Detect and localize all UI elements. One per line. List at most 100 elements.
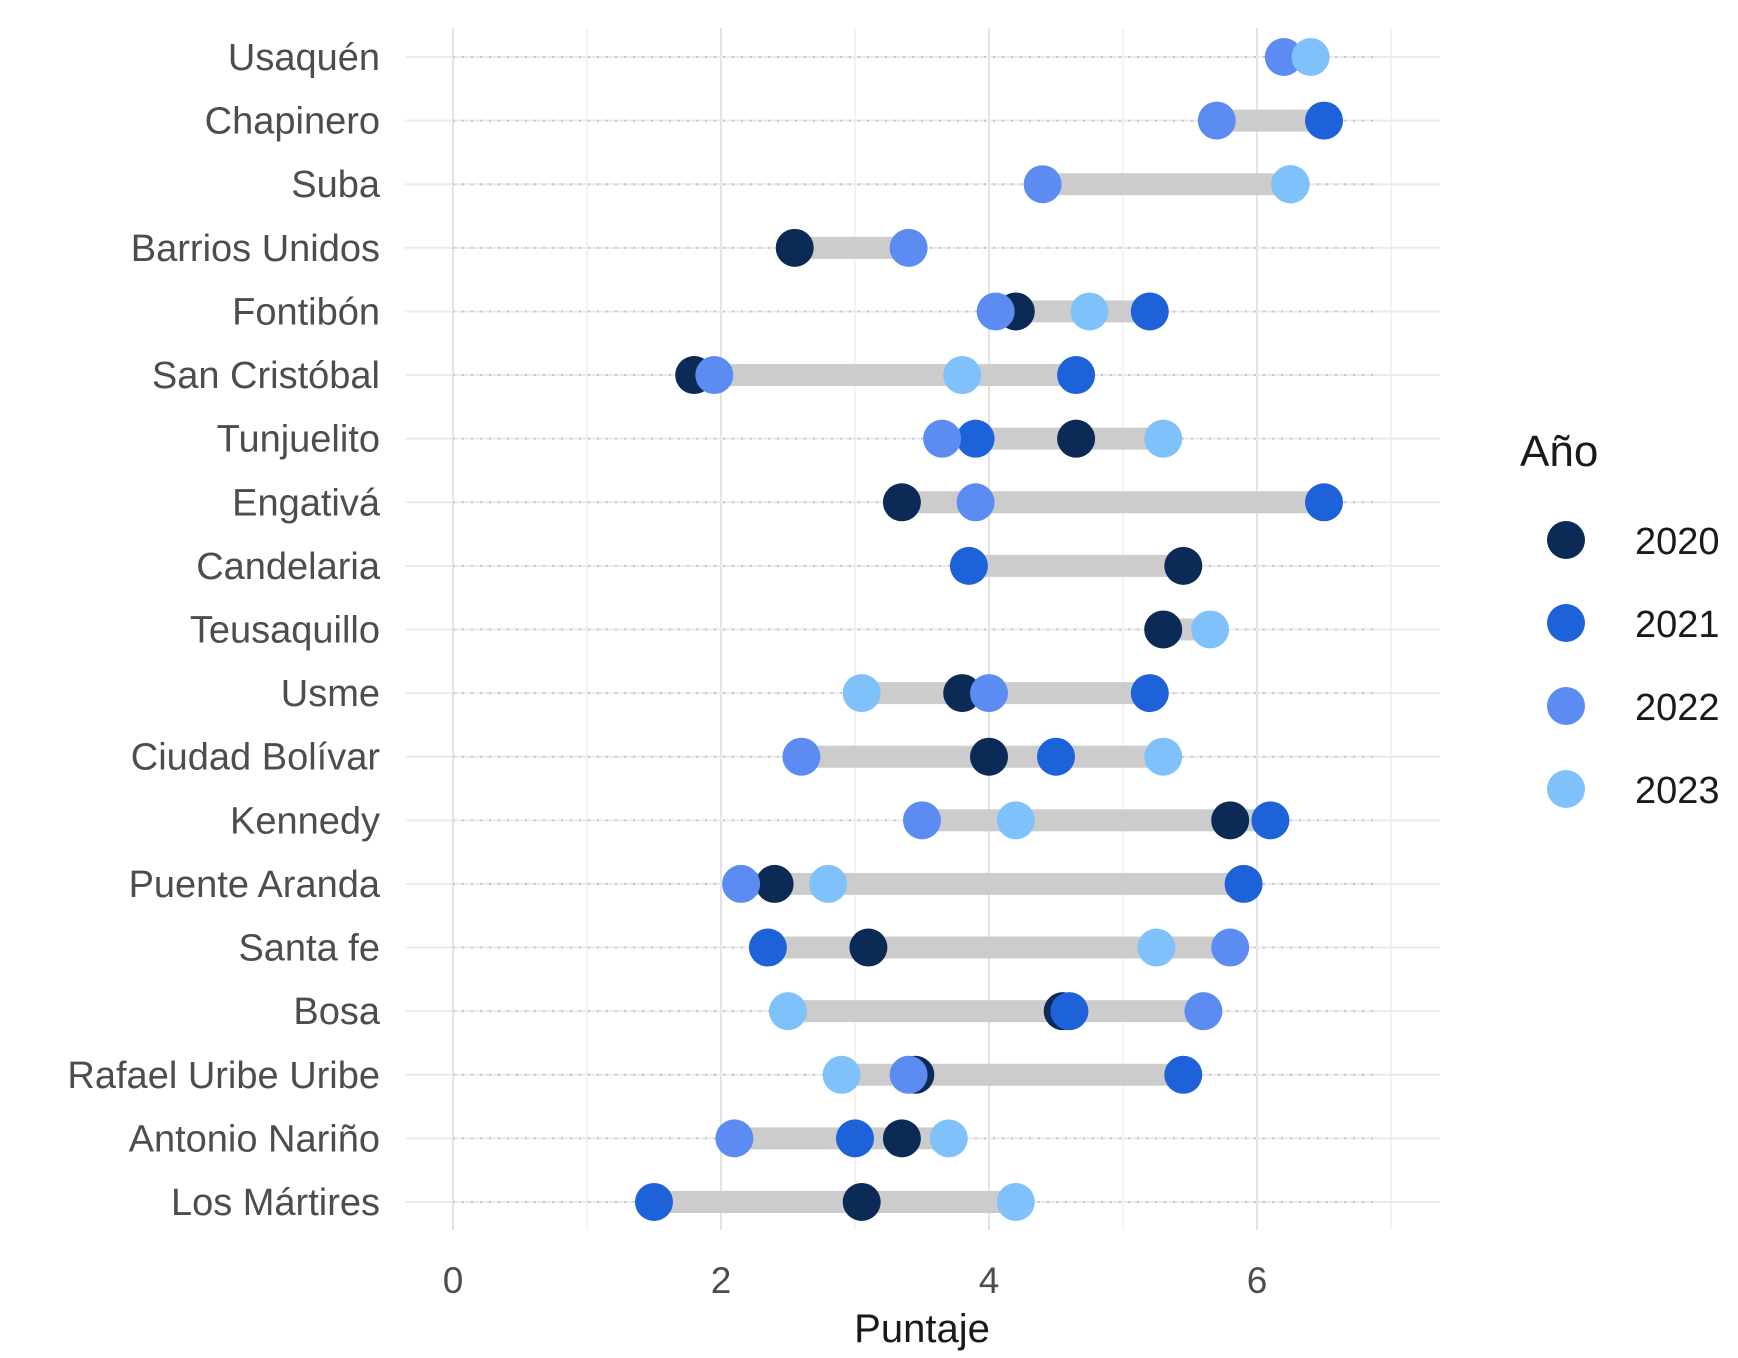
point-2023 bbox=[996, 801, 1035, 840]
point-2021 bbox=[1164, 1055, 1203, 1094]
range-bar bbox=[1042, 173, 1291, 196]
legend-key-2022 bbox=[1547, 687, 1585, 725]
point-2022 bbox=[715, 1119, 754, 1158]
category-label: Antonio Nariño bbox=[129, 1118, 380, 1160]
category-label: Los Mártires bbox=[171, 1182, 380, 1224]
point-2022 bbox=[782, 737, 821, 776]
category-label: Teusaquillo bbox=[190, 609, 380, 651]
point-2020 bbox=[882, 483, 921, 522]
point-2022 bbox=[956, 483, 995, 522]
point-2021 bbox=[635, 1182, 673, 1221]
point-2023 bbox=[1137, 928, 1176, 967]
point-2020 bbox=[755, 864, 794, 903]
point-2021 bbox=[949, 546, 988, 585]
category-label: Usme bbox=[281, 673, 380, 715]
point-2023 bbox=[1144, 737, 1183, 776]
point-2021 bbox=[1037, 737, 1075, 776]
point-2021 bbox=[1050, 992, 1089, 1031]
point-2022 bbox=[889, 1055, 928, 1094]
legend-key-2023 bbox=[1547, 770, 1585, 808]
point-2020 bbox=[1164, 546, 1203, 585]
category-label: Fontibón bbox=[232, 291, 380, 333]
category-label: Usaquén bbox=[228, 37, 380, 79]
category-label: Rafael Uribe Uribe bbox=[67, 1055, 380, 1097]
x-tick-label: 0 bbox=[443, 1260, 464, 1301]
point-2023 bbox=[996, 1182, 1035, 1221]
point-2021 bbox=[1130, 674, 1169, 713]
point-2022 bbox=[1184, 992, 1223, 1031]
point-2021 bbox=[956, 419, 995, 458]
category-label: Barrios Unidos bbox=[131, 228, 380, 270]
point-2021 bbox=[1130, 292, 1169, 331]
category-label: Kennedy bbox=[230, 800, 380, 842]
range-bar bbox=[694, 364, 1077, 387]
legend-key-2020 bbox=[1547, 521, 1585, 559]
point-2021 bbox=[836, 1119, 874, 1158]
legend-label-2022: 2022 bbox=[1635, 687, 1720, 729]
point-2023 bbox=[769, 992, 807, 1031]
point-2022 bbox=[1211, 928, 1250, 967]
category-label: San Cristóbal bbox=[152, 355, 380, 397]
point-2021 bbox=[1305, 101, 1343, 140]
category-label: Candelaria bbox=[196, 546, 381, 588]
point-2023 bbox=[1291, 38, 1330, 76]
range-bar bbox=[1216, 109, 1324, 132]
range-bar bbox=[654, 1190, 1016, 1213]
category-label: Santa fe bbox=[238, 928, 380, 970]
point-2022 bbox=[976, 292, 1015, 331]
point-2020 bbox=[882, 1119, 921, 1158]
x-axis-title: Puntaje bbox=[854, 1307, 990, 1351]
point-2023 bbox=[1271, 165, 1310, 204]
point-2021 bbox=[748, 928, 787, 967]
range-bar bbox=[968, 554, 1184, 577]
x-tick-labels: 0 2 4 6 bbox=[443, 1260, 1268, 1301]
category-label: Bosa bbox=[293, 991, 380, 1033]
point-2022 bbox=[1264, 38, 1303, 76]
point-2022 bbox=[970, 674, 1008, 713]
category-label: Ciudad Bolívar bbox=[131, 737, 381, 779]
point-2020 bbox=[1144, 610, 1183, 649]
legend-title: Año bbox=[1520, 427, 1598, 476]
point-2020 bbox=[775, 228, 814, 267]
point-2023 bbox=[842, 674, 881, 713]
point-2020 bbox=[1211, 801, 1250, 840]
grid-layer bbox=[405, 28, 1440, 1230]
range-bar bbox=[901, 491, 1324, 514]
range-bar bbox=[942, 427, 1164, 450]
point-2020 bbox=[943, 674, 982, 713]
point-2020 bbox=[1057, 419, 1096, 458]
point-2021 bbox=[1057, 356, 1096, 395]
legend-label-2023: 2023 bbox=[1635, 770, 1720, 812]
point-2022 bbox=[695, 356, 734, 395]
point-2023 bbox=[929, 1119, 968, 1158]
point-2022 bbox=[722, 864, 761, 903]
range-layer bbox=[654, 46, 1324, 1213]
legend-key-2021 bbox=[1547, 604, 1585, 642]
point-2021 bbox=[1305, 483, 1343, 522]
point-2023 bbox=[1144, 419, 1183, 458]
point-2022 bbox=[1197, 101, 1236, 140]
point-2023 bbox=[1191, 610, 1230, 649]
points-layer bbox=[635, 38, 1343, 1221]
category-labels: Usaquén Chapinero Suba Barrios Unidos Fontib… bbox=[67, 37, 380, 1224]
x-tick-label: 2 bbox=[711, 1260, 732, 1301]
range-bar bbox=[788, 1000, 1204, 1023]
point-2022 bbox=[1023, 165, 1062, 204]
point-2023 bbox=[822, 1055, 861, 1094]
category-label: Chapinero bbox=[205, 101, 380, 143]
legend: Año 2020 2021 2022 2023 bbox=[1520, 427, 1720, 812]
point-2020 bbox=[970, 737, 1008, 776]
range-bar bbox=[794, 236, 909, 259]
point-2020 bbox=[849, 928, 888, 967]
point-2022 bbox=[903, 801, 941, 840]
point-2021 bbox=[1251, 801, 1290, 840]
point-2023 bbox=[943, 356, 982, 395]
point-2022 bbox=[923, 419, 962, 458]
x-tick-label: 6 bbox=[1247, 1260, 1268, 1301]
point-2023 bbox=[1070, 292, 1109, 331]
point-2022 bbox=[889, 228, 928, 267]
point-2023 bbox=[809, 864, 848, 903]
legend-label-2020: 2020 bbox=[1635, 521, 1720, 563]
